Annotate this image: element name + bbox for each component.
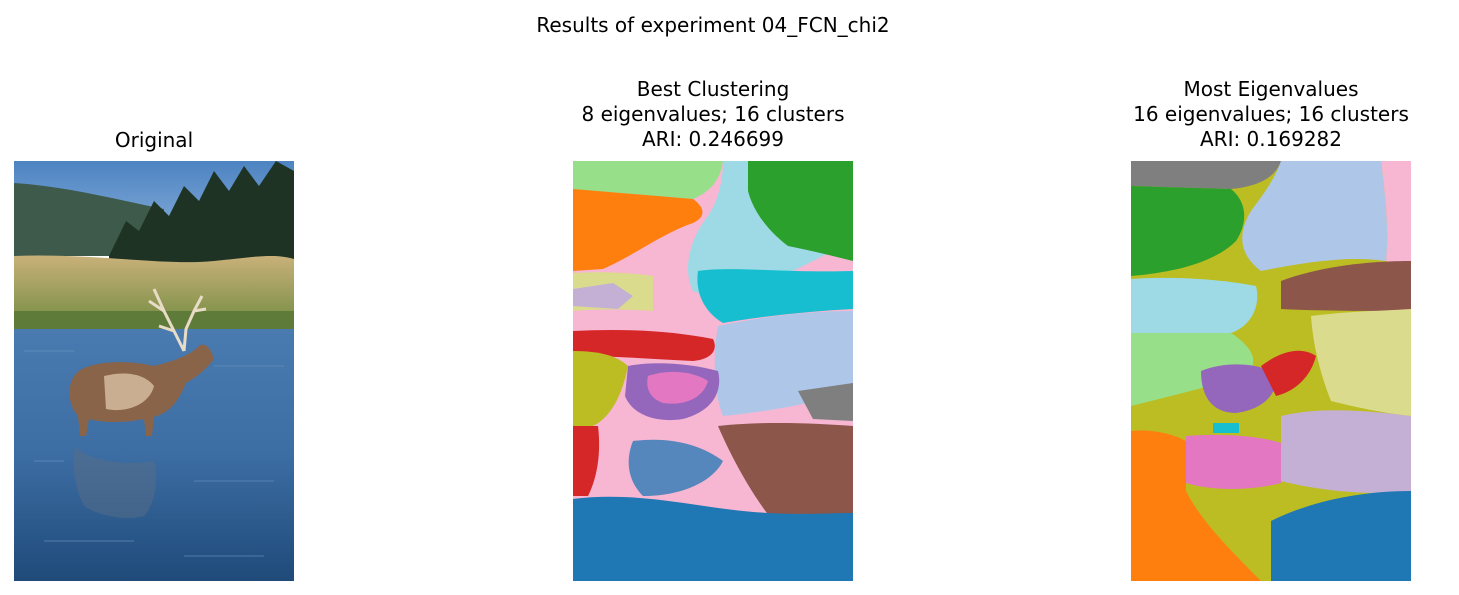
segment-orange — [1131, 430, 1261, 581]
segment-pink — [647, 371, 708, 404]
segment-cyan — [697, 269, 853, 323]
segment-red — [1261, 350, 1316, 396]
water-ripples — [24, 350, 284, 557]
best-title-line-1: Best Clustering — [636, 77, 790, 101]
elk — [69, 288, 214, 436]
segment-purple — [1201, 364, 1277, 413]
segment-olive — [573, 351, 628, 426]
segment-green — [748, 161, 853, 261]
best-clustering-map — [573, 161, 853, 581]
most-eigenvalues-title: Most Eigenvalues 16 eigenvalues; 16 clus… — [1071, 77, 1459, 152]
segment-brown — [718, 422, 853, 521]
segment-gray — [798, 383, 853, 421]
original-title-line: Original — [114, 128, 194, 152]
best-clustering-title: Best Clustering 8 eigenvalues; 16 cluste… — [513, 77, 913, 152]
reflection — [73, 446, 156, 518]
segment-brown — [1281, 261, 1411, 311]
figure-suptitle: Results of experiment 04_FCN_chi2 — [536, 13, 890, 37]
segment-blue-scatter — [628, 439, 723, 496]
most-title-line-3: ARI: 0.169282 — [1199, 127, 1342, 151]
grass-edge — [14, 311, 294, 331]
most-title-line-2: 16 eigenvalues; 16 clusters — [1133, 102, 1409, 126]
segment-light-pink — [1381, 161, 1411, 271]
segment-light-blue — [1242, 161, 1388, 271]
best-title-line-3: ARI: 0.246699 — [641, 127, 784, 151]
most-title-line-1: Most Eigenvalues — [1183, 77, 1359, 101]
segment-blue — [573, 496, 853, 581]
segment-green — [1131, 186, 1245, 276]
segment-light-green — [1131, 333, 1254, 406]
segment-light-cyan — [688, 161, 833, 296]
segment-light-olive — [1311, 309, 1411, 416]
segment-cyan — [1213, 423, 1239, 433]
segment-light-purple — [1281, 410, 1411, 493]
segment-light-cyan — [1131, 277, 1258, 333]
segment-light-purple — [573, 283, 633, 309]
segment-blue — [1271, 491, 1411, 581]
most-eigenvalues-map — [1131, 161, 1411, 581]
segment-light-green — [573, 161, 723, 199]
segment-gray — [1131, 161, 1281, 189]
forest — [109, 161, 294, 266]
segment-pink — [1186, 434, 1281, 489]
segment-red-lower — [573, 426, 600, 496]
original-photo — [14, 161, 294, 581]
best-title-line-2: 8 eigenvalues; 16 clusters — [581, 102, 845, 126]
segment-red — [573, 329, 715, 361]
original-title: Original — [14, 128, 294, 153]
segment-orange — [573, 189, 703, 271]
